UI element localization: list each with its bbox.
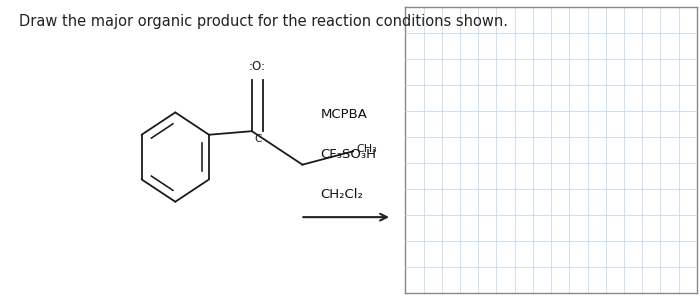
Text: Draw the major organic product for the reaction conditions shown.: Draw the major organic product for the r… [20,14,508,29]
Text: CF₃SO₃H: CF₃SO₃H [321,148,377,161]
Text: CH₃: CH₃ [356,144,377,154]
Text: MCPBA: MCPBA [321,108,368,121]
Text: CH₂Cl₂: CH₂Cl₂ [321,188,363,201]
Text: C: C [255,134,262,144]
Text: :O:: :O: [248,60,266,73]
